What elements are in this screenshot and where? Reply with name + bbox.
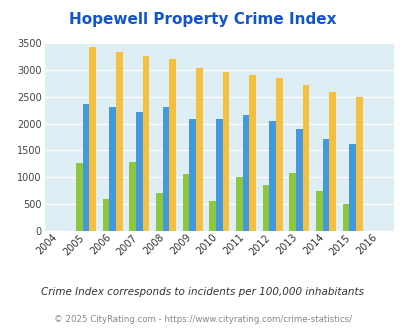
Bar: [315, 191, 322, 231]
Bar: [196, 68, 202, 231]
Bar: [222, 72, 229, 231]
Text: Hopewell Property Crime Index: Hopewell Property Crime Index: [69, 12, 336, 27]
Bar: [156, 193, 162, 231]
Bar: [109, 107, 116, 231]
Bar: [342, 204, 348, 231]
Bar: [355, 97, 362, 231]
Bar: [302, 85, 309, 231]
Bar: [136, 112, 142, 231]
Bar: [209, 201, 215, 231]
Bar: [182, 174, 189, 231]
Bar: [102, 199, 109, 231]
Bar: [275, 78, 282, 231]
Bar: [189, 119, 196, 231]
Bar: [322, 139, 328, 231]
Bar: [249, 75, 255, 231]
Text: © 2025 CityRating.com - https://www.cityrating.com/crime-statistics/: © 2025 CityRating.com - https://www.city…: [54, 315, 351, 324]
Bar: [129, 162, 136, 231]
Bar: [242, 115, 249, 231]
Bar: [288, 173, 295, 231]
Bar: [142, 56, 149, 231]
Bar: [348, 145, 355, 231]
Bar: [328, 92, 335, 231]
Bar: [235, 177, 242, 231]
Bar: [89, 48, 96, 231]
Bar: [295, 129, 302, 231]
Bar: [116, 52, 122, 231]
Text: Crime Index corresponds to incidents per 100,000 inhabitants: Crime Index corresponds to incidents per…: [41, 287, 364, 297]
Bar: [269, 121, 275, 231]
Bar: [83, 104, 89, 231]
Bar: [169, 59, 175, 231]
Bar: [262, 185, 269, 231]
Bar: [215, 119, 222, 231]
Bar: [162, 107, 169, 231]
Bar: [76, 163, 83, 231]
